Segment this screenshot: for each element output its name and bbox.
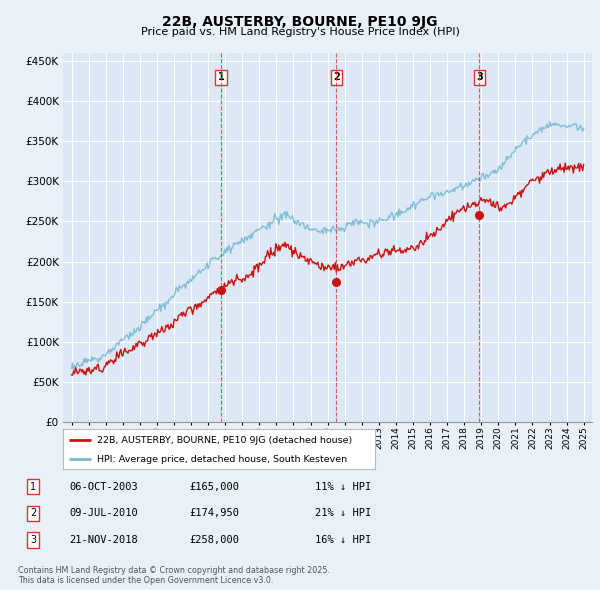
Text: 21-NOV-2018: 21-NOV-2018 — [69, 535, 138, 545]
Text: 3: 3 — [30, 535, 36, 545]
Text: 21% ↓ HPI: 21% ↓ HPI — [315, 509, 371, 518]
Text: HPI: Average price, detached house, South Kesteven: HPI: Average price, detached house, Sout… — [97, 454, 347, 464]
Text: 16% ↓ HPI: 16% ↓ HPI — [315, 535, 371, 545]
Text: 3: 3 — [476, 72, 483, 82]
Text: 1: 1 — [218, 72, 224, 82]
Text: 09-JUL-2010: 09-JUL-2010 — [69, 509, 138, 518]
Text: £258,000: £258,000 — [189, 535, 239, 545]
Text: 1: 1 — [30, 482, 36, 491]
Text: 06-OCT-2003: 06-OCT-2003 — [69, 482, 138, 491]
Text: 11% ↓ HPI: 11% ↓ HPI — [315, 482, 371, 491]
Text: £174,950: £174,950 — [189, 509, 239, 518]
Text: Contains HM Land Registry data © Crown copyright and database right 2025.
This d: Contains HM Land Registry data © Crown c… — [18, 566, 330, 585]
Text: 22B, AUSTERBY, BOURNE, PE10 9JG: 22B, AUSTERBY, BOURNE, PE10 9JG — [162, 15, 438, 29]
Text: £165,000: £165,000 — [189, 482, 239, 491]
Text: Price paid vs. HM Land Registry's House Price Index (HPI): Price paid vs. HM Land Registry's House … — [140, 27, 460, 37]
Text: 2: 2 — [30, 509, 36, 518]
Text: 22B, AUSTERBY, BOURNE, PE10 9JG (detached house): 22B, AUSTERBY, BOURNE, PE10 9JG (detache… — [97, 435, 353, 445]
Text: 2: 2 — [333, 72, 340, 82]
